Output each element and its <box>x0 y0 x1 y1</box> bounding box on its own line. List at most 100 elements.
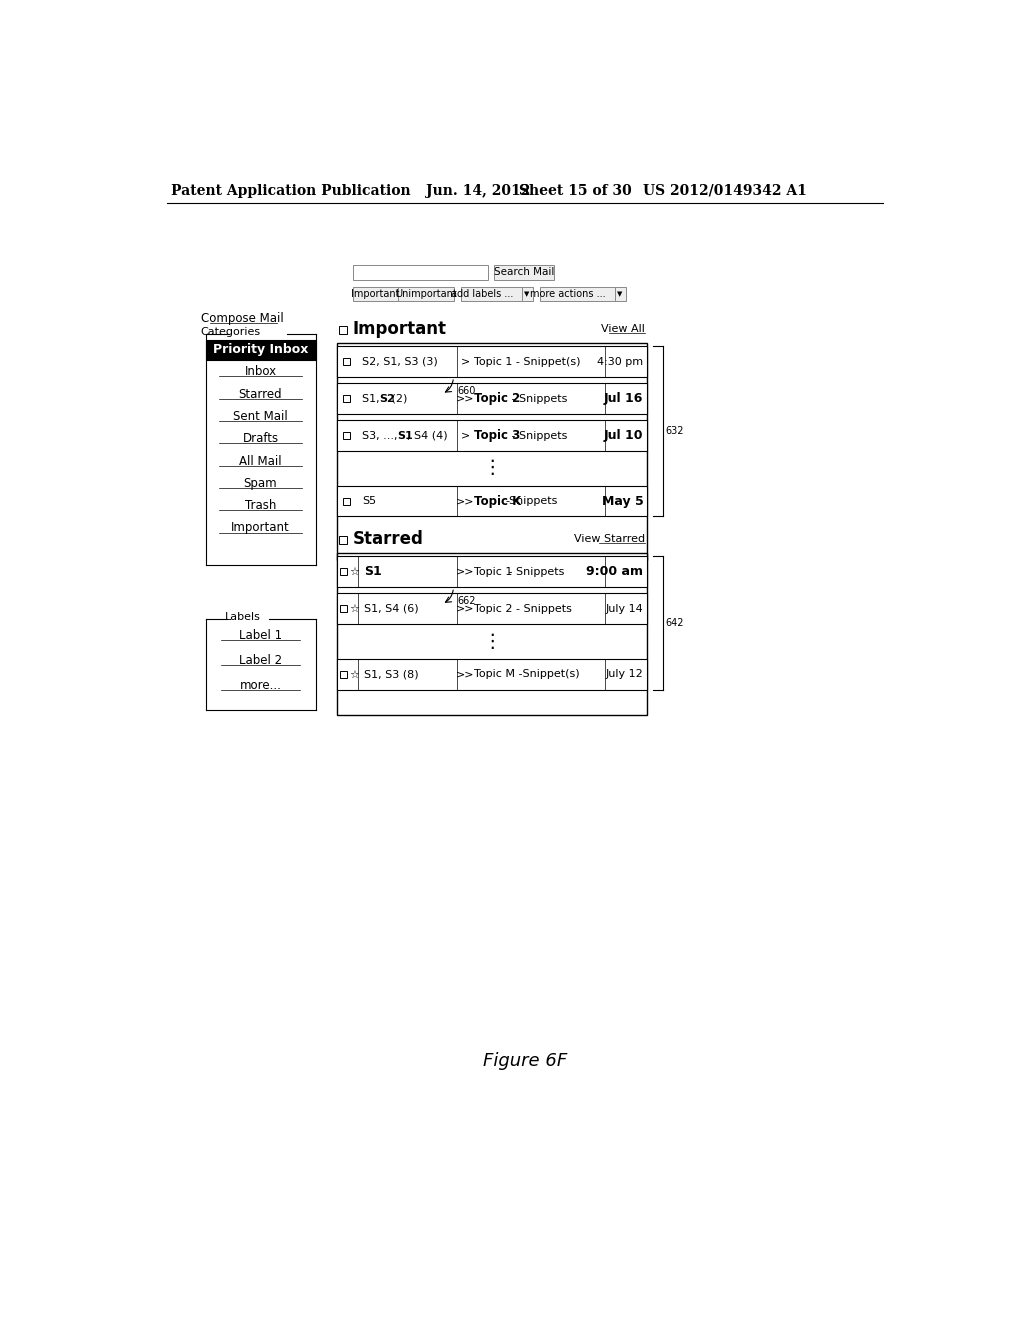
Text: Label 2: Label 2 <box>239 653 282 667</box>
Text: >>: >> <box>456 603 474 614</box>
Text: Important: Important <box>352 319 446 338</box>
Text: July 12: July 12 <box>605 669 643 680</box>
Text: 662: 662 <box>458 597 476 606</box>
Bar <box>337 594 647 624</box>
Text: >>: >> <box>456 566 474 577</box>
Bar <box>343 358 350 366</box>
Text: Important: Important <box>351 289 399 298</box>
Text: S1, S4 (6): S1, S4 (6) <box>365 603 419 614</box>
Text: S1: S1 <box>365 565 382 578</box>
Text: Patent Application Publication: Patent Application Publication <box>171 183 411 198</box>
Bar <box>343 395 350 403</box>
Text: S2, S1, S3 (3): S2, S1, S3 (3) <box>362 356 438 367</box>
Bar <box>461 286 521 301</box>
Text: All Mail: All Mail <box>240 454 282 467</box>
Text: Labels: Labels <box>224 612 261 622</box>
Text: add labels ...: add labels ... <box>451 289 513 298</box>
Text: View Starred: View Starred <box>573 533 645 544</box>
Text: Sheet 15 of 30: Sheet 15 of 30 <box>519 183 632 198</box>
Text: -Snippets: -Snippets <box>506 496 558 506</box>
Text: Starred: Starred <box>239 388 283 400</box>
Text: Inbox: Inbox <box>245 366 276 379</box>
Text: ▼: ▼ <box>617 290 623 297</box>
Bar <box>337 557 647 587</box>
Bar <box>337 659 647 689</box>
Text: ▼: ▼ <box>524 290 529 297</box>
Bar <box>397 286 454 301</box>
Bar <box>340 606 347 612</box>
Text: more actions ...: more actions ... <box>529 289 605 298</box>
Bar <box>352 286 397 301</box>
Text: Compose Mail: Compose Mail <box>202 312 284 325</box>
Text: S1,: S1, <box>362 393 383 404</box>
Text: Sent Mail: Sent Mail <box>233 409 288 422</box>
Text: S1: S1 <box>397 430 414 441</box>
Text: Jul 16: Jul 16 <box>604 392 643 405</box>
Bar <box>340 671 347 677</box>
Text: S5: S5 <box>362 496 376 506</box>
Text: - Snippets: - Snippets <box>508 430 567 441</box>
Text: Starred: Starred <box>352 529 424 548</box>
Text: S1, S3 (8): S1, S3 (8) <box>365 669 419 680</box>
Text: , S4 (4): , S4 (4) <box>407 430 447 441</box>
Text: 632: 632 <box>665 426 684 437</box>
Bar <box>352 264 488 280</box>
Bar <box>541 286 614 301</box>
Bar <box>343 498 350 504</box>
Bar <box>337 486 647 516</box>
Text: July 14: July 14 <box>605 603 643 614</box>
Text: Drafts: Drafts <box>243 432 279 445</box>
Bar <box>337 346 647 378</box>
Text: Search Mail: Search Mail <box>494 268 554 277</box>
Bar <box>339 326 346 334</box>
Text: Important: Important <box>231 521 290 535</box>
Text: (2): (2) <box>388 393 408 404</box>
Text: ⋮: ⋮ <box>482 458 502 478</box>
Text: Topic 3: Topic 3 <box>474 429 520 442</box>
Bar <box>337 553 647 715</box>
Text: Categories: Categories <box>201 327 260 337</box>
Text: Topic 1: Topic 1 <box>474 566 513 577</box>
Bar <box>340 569 347 576</box>
Text: 9:00 am: 9:00 am <box>587 565 643 578</box>
Text: >>: >> <box>456 496 474 506</box>
Bar <box>337 343 647 561</box>
Text: >: > <box>461 356 470 367</box>
Bar <box>337 420 647 451</box>
Text: Unimportant: Unimportant <box>394 289 457 298</box>
Bar <box>206 341 315 360</box>
Text: S2: S2 <box>379 393 395 404</box>
Bar <box>614 286 626 301</box>
Text: Trash: Trash <box>245 499 276 512</box>
Bar <box>337 383 647 414</box>
Text: ☆: ☆ <box>349 566 359 577</box>
Text: ⋮: ⋮ <box>482 632 502 651</box>
Text: >>: >> <box>456 393 474 404</box>
Text: S3, ...,: S3, ..., <box>362 430 401 441</box>
Text: >>: >> <box>456 669 474 680</box>
Text: Priority Inbox: Priority Inbox <box>213 343 308 356</box>
Text: Spam: Spam <box>244 477 278 490</box>
Text: Figure 6F: Figure 6F <box>482 1052 567 1069</box>
Text: Jun. 14, 2012: Jun. 14, 2012 <box>426 183 530 198</box>
Text: May 5: May 5 <box>602 495 643 508</box>
Text: ☆: ☆ <box>349 603 359 614</box>
Text: Topic 2 - Snippets: Topic 2 - Snippets <box>474 603 572 614</box>
Bar <box>339 536 346 544</box>
Bar <box>343 432 350 440</box>
Text: 642: 642 <box>665 618 684 628</box>
Bar <box>521 286 532 301</box>
Text: >: > <box>461 430 470 441</box>
Text: 4:30 pm: 4:30 pm <box>597 356 643 367</box>
Text: Topic 1 - Snippet(s): Topic 1 - Snippet(s) <box>474 356 581 367</box>
Text: Topic K: Topic K <box>474 495 521 508</box>
Text: Topic M -Snippet(s): Topic M -Snippet(s) <box>474 669 580 680</box>
Text: - Snippets: - Snippets <box>508 393 567 404</box>
Text: Label 1: Label 1 <box>239 630 282 643</box>
Text: Jul 10: Jul 10 <box>604 429 643 442</box>
Text: ☆: ☆ <box>349 669 359 680</box>
Text: more...: more... <box>240 678 282 692</box>
Bar <box>494 264 554 280</box>
Text: Topic 2: Topic 2 <box>474 392 520 405</box>
Text: View All: View All <box>601 323 645 334</box>
